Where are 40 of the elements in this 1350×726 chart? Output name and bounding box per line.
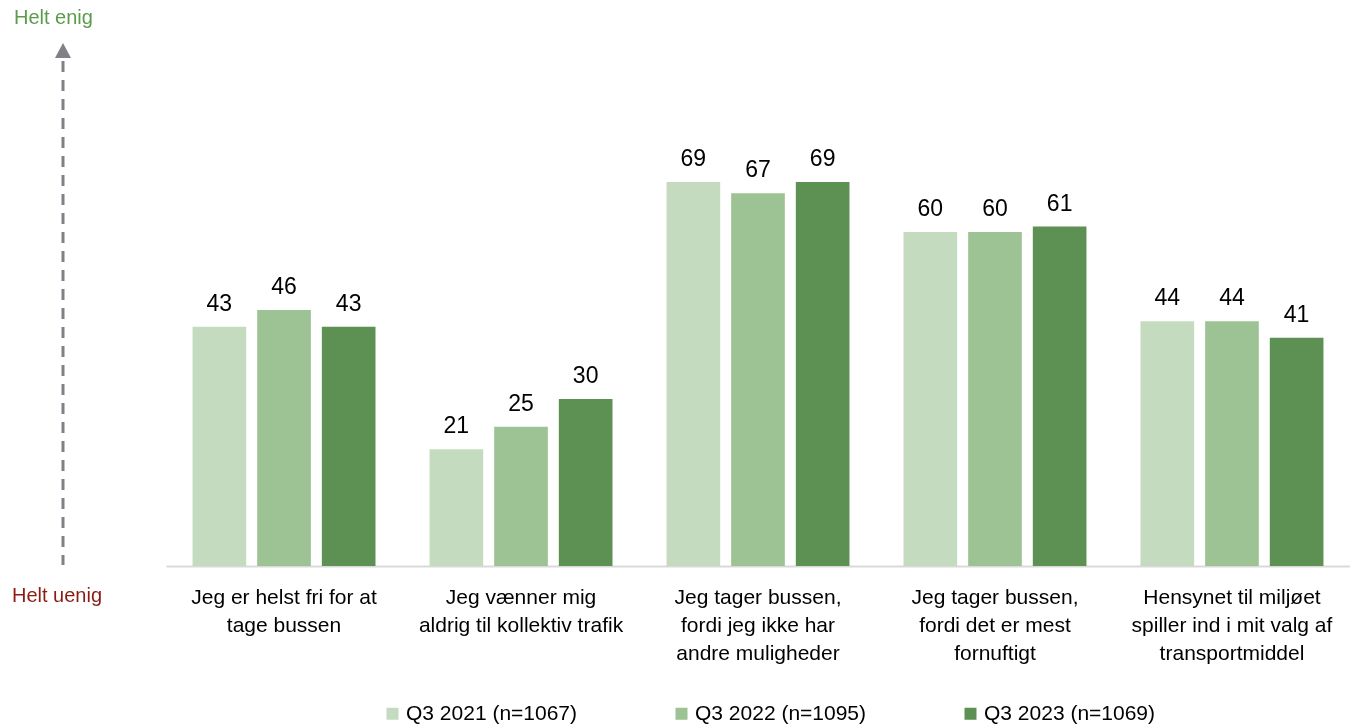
data-label: 61 <box>1046 189 1073 216</box>
data-label: 21 <box>443 412 470 439</box>
text: Helt enig <box>14 6 93 28</box>
bar <box>1140 321 1195 566</box>
data-label: 69 <box>680 145 707 171</box>
data-label: 67 <box>745 156 771 183</box>
legend-label: Q3 2022 (n=1095) <box>695 700 867 724</box>
bar <box>1269 337 1324 566</box>
bar <box>1032 226 1087 566</box>
x-tick-label: Hensynet til miljøet spiller ind i mit valg af transportmiddel <box>1131 584 1333 664</box>
bar <box>558 399 613 566</box>
x-tick-label: Jeg er helst fri for at tage bussen <box>191 584 377 636</box>
data-label: 60 <box>982 195 1008 222</box>
bar <box>1205 321 1259 566</box>
data-label: 46 <box>271 273 297 299</box>
bar <box>968 232 1022 566</box>
bar <box>795 182 850 566</box>
bar <box>903 232 958 566</box>
bar <box>429 449 484 566</box>
data-label: 44 <box>1219 284 1245 311</box>
bar <box>321 326 376 566</box>
text: Helt uenig <box>12 584 103 606</box>
x-tick-label: Jeg tager bussen, fordi det er mest fornuftigt <box>911 584 1079 664</box>
data-label: 25 <box>508 389 534 416</box>
x-tick-label: Jeg tager bussen, fordi jeg ikke har andre muligheder <box>674 584 842 664</box>
bar <box>666 182 721 566</box>
legend-label: Q3 2021 (n=1067) <box>406 700 578 724</box>
bar <box>731 193 785 566</box>
legend-label: Q3 2023 (n=1069) <box>984 700 1156 724</box>
bar <box>494 426 548 566</box>
data-label: 30 <box>572 362 599 389</box>
data-label: 41 <box>1283 300 1310 327</box>
bar <box>257 310 311 566</box>
bar <box>192 326 247 566</box>
data-label: 44 <box>1154 284 1181 311</box>
data-label: 60 <box>917 195 944 222</box>
x-tick-label: Jeg vænner mig aldrig til kollektiv trafik <box>418 584 624 636</box>
data-label: 43 <box>206 289 233 316</box>
data-label: 69 <box>809 145 836 171</box>
data-label: 43 <box>335 289 362 316</box>
